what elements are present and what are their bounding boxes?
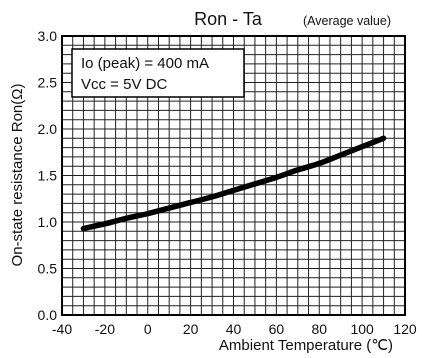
y-tick-label: 2.5 — [38, 75, 58, 91]
y-tick-label: 0.0 — [38, 307, 58, 323]
x-tick-label: 120 — [393, 321, 417, 337]
chart-subtitle: (Average value) — [303, 14, 391, 28]
x-tick-label: -20 — [95, 321, 115, 337]
series-layer — [80, 135, 387, 232]
y-tick-label: 0.5 — [38, 261, 58, 277]
x-tick-label: 100 — [350, 321, 374, 337]
plot-frame — [61, 35, 406, 316]
y-tick-label: 1.5 — [38, 168, 58, 184]
annotation-box: Io (peak) = 400 mA Vcc = 5V DC — [71, 48, 245, 98]
y-tick-label: 2.0 — [38, 121, 58, 137]
y-tick-labels: 0.0 0.5 1.0 1.5 2.0 2.5 3.0 — [38, 28, 58, 323]
x-tick-label: 80 — [311, 321, 327, 337]
annotation-frame — [71, 48, 245, 98]
series-line — [80, 135, 387, 232]
x-tick-label: 20 — [183, 321, 199, 337]
annotation-line-1: Io (peak) = 400 mA — [81, 55, 209, 72]
x-tick-labels: -40 -20 0 20 40 60 80 100 120 — [52, 321, 417, 337]
x-axis-title: Ambient Temperature (℃) — [219, 337, 393, 354]
annotation-line-2: Vcc = 5V DC — [81, 76, 167, 93]
y-tick-label: 1.0 — [38, 214, 58, 230]
y-tick-label: 3.0 — [38, 28, 58, 44]
chart-title: Ron - Ta — [194, 9, 263, 29]
x-tick-label: -40 — [52, 321, 72, 337]
x-tick-label: 0 — [144, 321, 152, 337]
y-axis-title: On-state resistance Ron(Ω) — [9, 84, 26, 267]
x-tick-label: 40 — [226, 321, 242, 337]
x-tick-label: 60 — [269, 321, 285, 337]
